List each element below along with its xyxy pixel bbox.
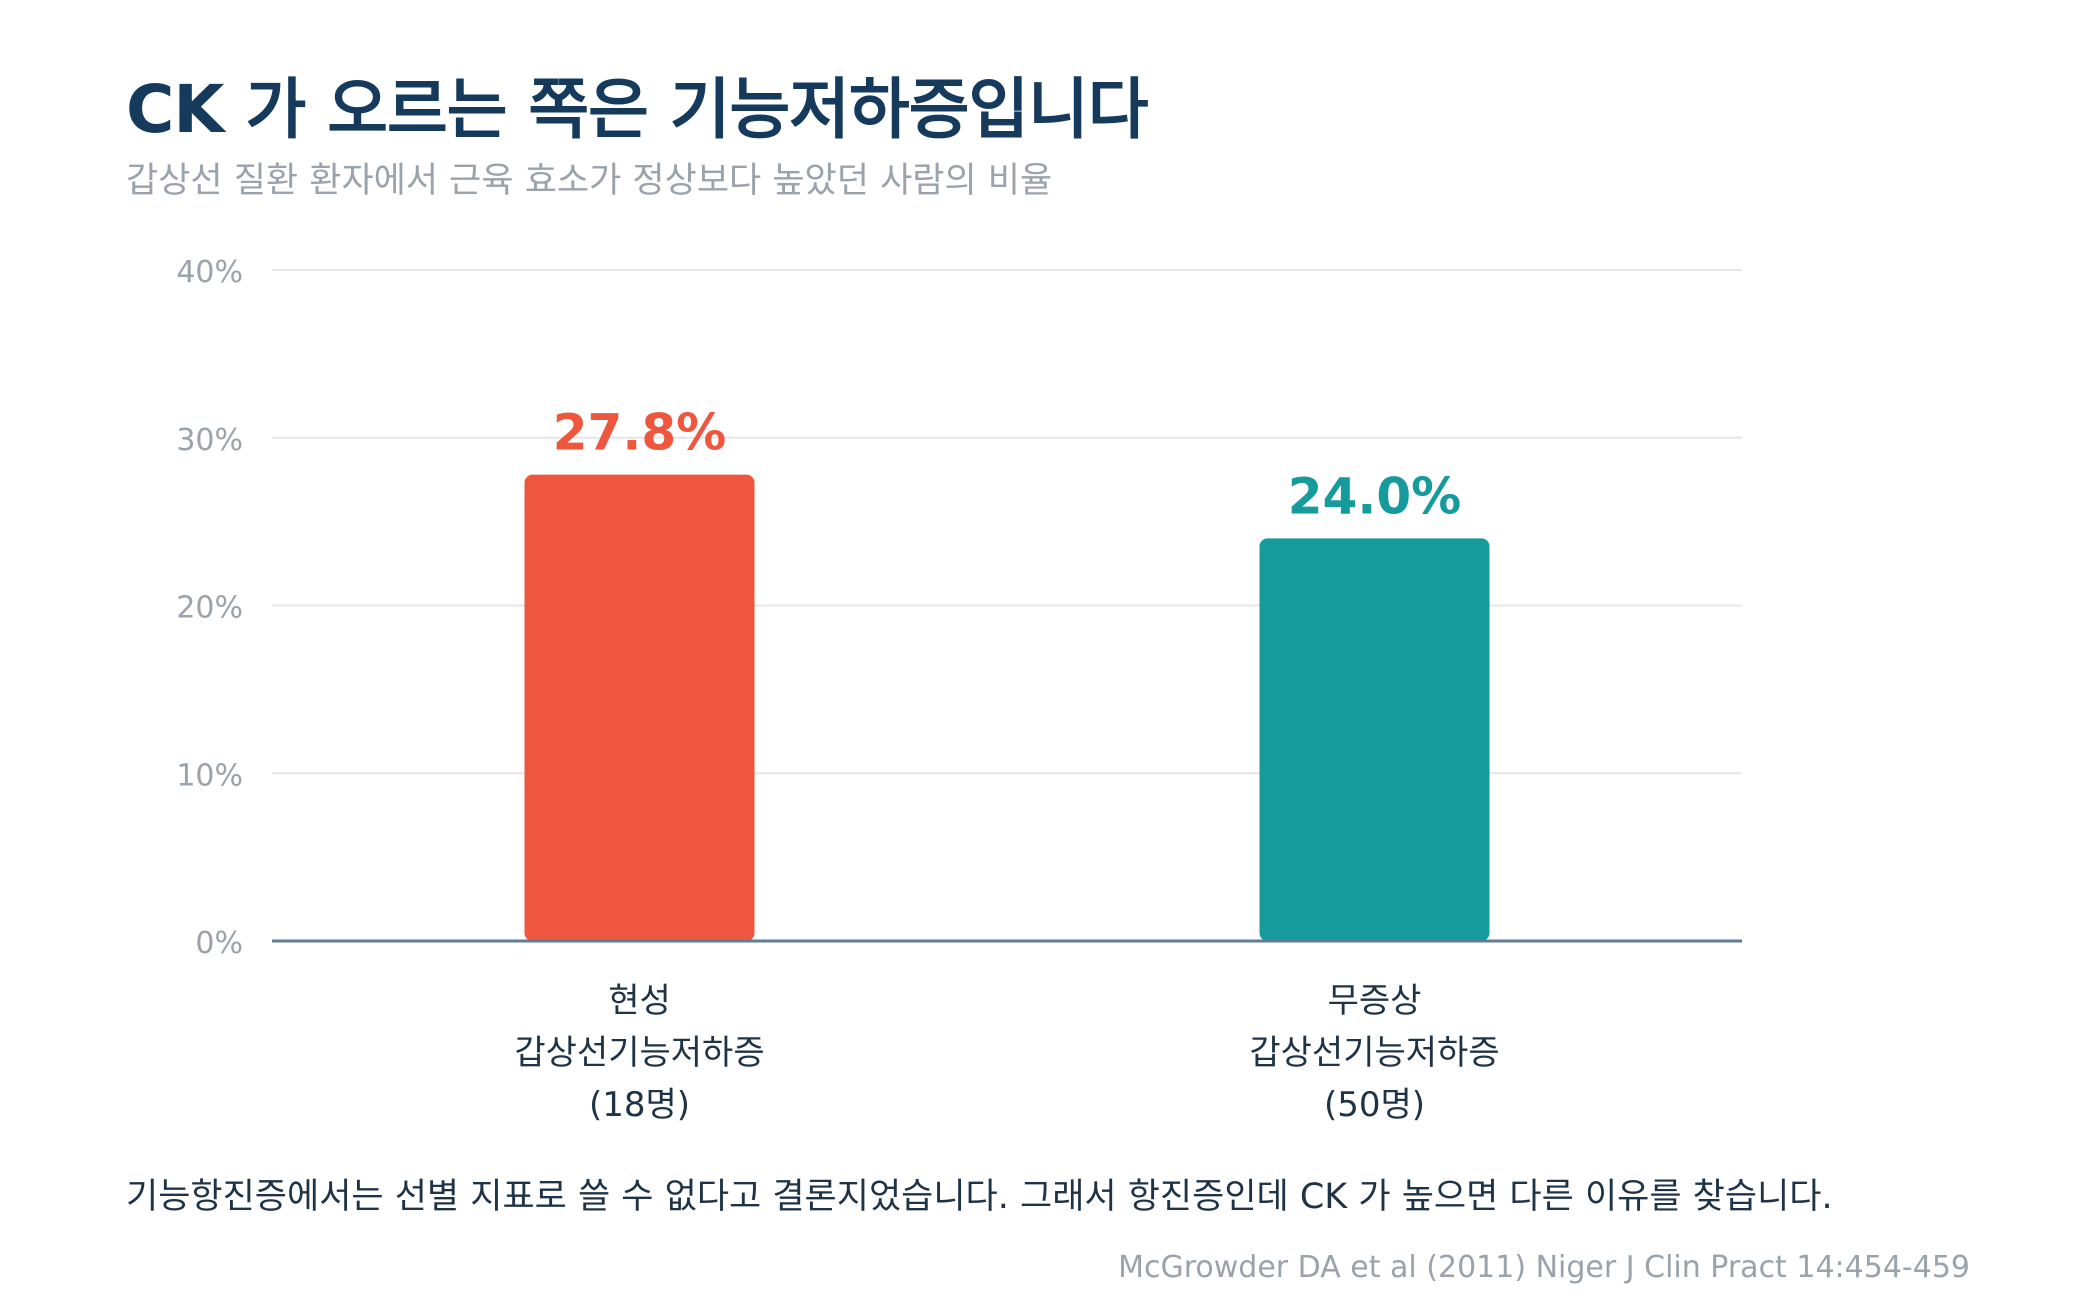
chart-title: CK 가 오르는 쪽은 기능저하증입니다 [126, 71, 1149, 148]
y-tick-label: 10% [176, 758, 243, 793]
footnote: 기능항진증에서는 선별 지표로 쓸 수 없다고 결론지었습니다. 그래서 항진증… [126, 1177, 1833, 1217]
value-labels: 27.8% 24.0% [553, 404, 1461, 526]
x-category-label: (50명) [1324, 1085, 1425, 1125]
bars [524, 474, 1490, 941]
y-tick-label: 30% [176, 423, 243, 458]
x-category-label: 무증상 [1328, 981, 1422, 1021]
gridlines [272, 269, 1742, 775]
bar [524, 474, 755, 941]
bar [1259, 538, 1490, 941]
x-category-label: 현성 [608, 981, 671, 1021]
chart-subtitle: 갑상선 질환 환자에서 근육 효소가 정상보다 높았던 사람의 비율 [126, 161, 1053, 201]
x-category-label: 갑상선기능저하증 [1249, 1033, 1499, 1073]
y-tick-label: 20% [176, 591, 243, 626]
bar-value-label: 27.8% [553, 404, 726, 462]
y-tick-label: 40% [176, 255, 243, 290]
x-category-label: (18명) [589, 1085, 690, 1125]
bar-value-label: 24.0% [1288, 467, 1461, 525]
x-category-label: 갑상선기능저하증 [514, 1033, 764, 1073]
y-tick-label: 0% [195, 926, 243, 961]
source-citation: McGrowder DA et al (2011) Niger J Clin P… [1118, 1250, 1970, 1285]
y-axis-ticks: 0% 10% 20% 30% 40% [176, 255, 243, 961]
